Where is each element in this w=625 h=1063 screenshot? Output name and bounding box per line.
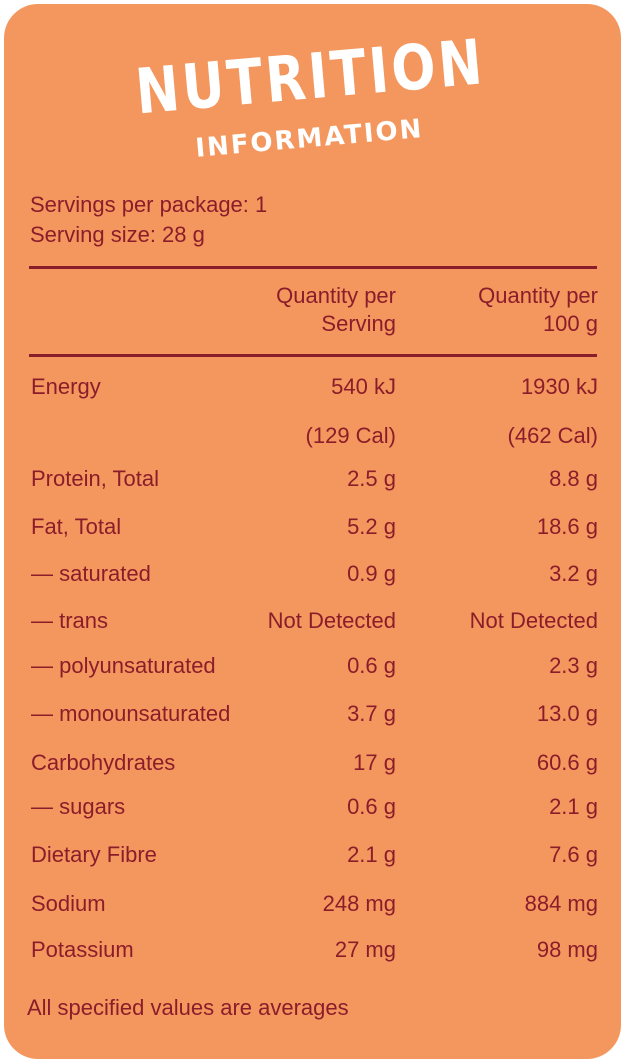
row-per-100g: 13.0 g	[536, 701, 598, 726]
row-per-serving: 0.6 g	[347, 653, 396, 678]
row-per-100g: 884 mg	[524, 891, 598, 916]
row-label: Dietary Fibre	[31, 842, 157, 867]
row-label: Protein, Total	[31, 466, 160, 491]
row-per-serving: 2.1 g	[347, 842, 396, 867]
row-label: — polyunsaturated	[31, 653, 216, 678]
row-label: Energy	[31, 374, 101, 399]
row-per-serving: 3.7 g	[347, 701, 396, 726]
row-label: — trans	[31, 608, 109, 633]
row-per-serving: 5.2 g	[347, 514, 396, 539]
header-rule	[29, 354, 597, 357]
row-per-serving: 17 g	[353, 750, 396, 775]
row-per-serving: 27 mg	[334, 937, 396, 962]
row-per-serving: Not Detected	[267, 608, 396, 633]
row-label: — sugars	[31, 794, 126, 819]
row-label: Carbohydrates	[31, 750, 176, 775]
nutrition-panel	[4, 4, 621, 1059]
row-per-100g: 7.6 g	[549, 842, 598, 867]
row-per-100g: (462 Cal)	[507, 423, 598, 448]
row-per-100g: 3.2 g	[549, 561, 598, 586]
row-per-100g: 1930 kJ	[520, 374, 598, 399]
header-per-serving-line2: Serving	[321, 311, 396, 336]
header-per-serving-line1: Quantity per	[276, 283, 396, 308]
row-label: — monounsaturated	[31, 701, 231, 726]
row-per-100g: 18.6 g	[536, 514, 598, 539]
row-per-100g: 8.8 g	[549, 466, 598, 491]
serving-size: Serving size: 28 g	[30, 222, 205, 247]
row-label: Potassium	[31, 937, 134, 962]
row-per-100g: 60.6 g	[536, 750, 598, 775]
row-per-serving: 2.5 g	[347, 466, 396, 491]
row-per-serving: 0.9 g	[347, 561, 396, 586]
header-per-serving: Quantity per Serving	[276, 282, 396, 338]
row-per-serving: 0.6 g	[347, 794, 396, 819]
header-per-100g-line2: 100 g	[542, 311, 598, 336]
row-per-serving: 540 kJ	[331, 374, 396, 399]
top-rule	[29, 266, 597, 269]
row-per-100g: 2.3 g	[549, 653, 598, 678]
row-label: — saturated	[31, 561, 151, 586]
header-per-100g: Quantity per 100 g	[478, 282, 598, 338]
footer-note: All specified values are averages	[27, 995, 349, 1020]
row-per-100g: 98 mg	[536, 937, 598, 962]
row-label: Fat, Total	[31, 514, 122, 539]
row-per-100g: 2.1 g	[549, 794, 598, 819]
row-per-serving: (129 Cal)	[305, 423, 396, 448]
servings-per-package: Servings per package: 1	[30, 192, 268, 217]
row-label: Sodium	[31, 891, 106, 916]
header-per-100g-line1: Quantity per	[478, 283, 598, 308]
row-per-serving: 248 mg	[322, 891, 396, 916]
row-per-100g: Not Detected	[469, 608, 598, 633]
